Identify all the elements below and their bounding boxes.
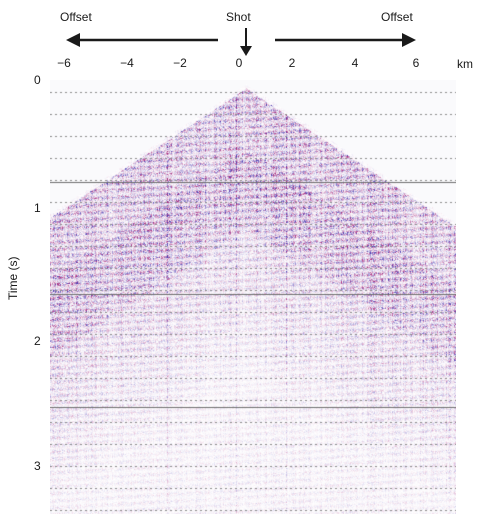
offset-arrow-right-head xyxy=(402,33,416,47)
shot-arrow-head xyxy=(240,46,252,56)
x-tick-label: 4 xyxy=(351,56,359,70)
y-axis-label: Time (s) xyxy=(6,256,20,300)
x-tick-label: 0 xyxy=(235,56,243,70)
x-axis-unit: km xyxy=(457,57,473,71)
x-tick-label: −2 xyxy=(173,56,187,70)
x-tick-label: 6 xyxy=(412,56,420,70)
offset-left-label: Offset xyxy=(60,10,92,24)
y-tick-label: 2 xyxy=(34,334,41,348)
offset-right-label: Offset xyxy=(381,10,413,24)
x-tick-label: 2 xyxy=(288,56,296,70)
shot-label: Shot xyxy=(226,10,251,24)
y-tick-label: 1 xyxy=(34,201,41,215)
y-tick-label: 3 xyxy=(34,459,41,473)
seismic-shot-gather-image xyxy=(50,80,456,514)
x-tick-label: −4 xyxy=(120,56,134,70)
x-tick-label: −6 xyxy=(57,56,71,70)
y-tick-label: 0 xyxy=(34,73,41,87)
offset-arrow-left-head xyxy=(66,33,80,47)
